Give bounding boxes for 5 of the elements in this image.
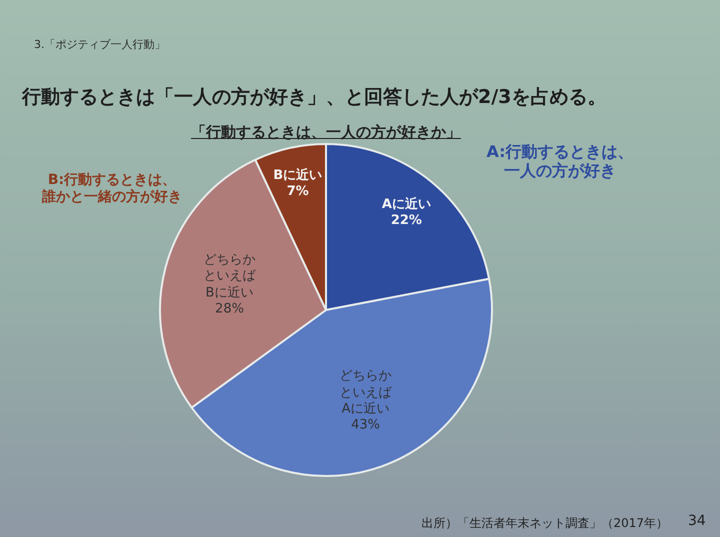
source: 出所）「生活者年末ネット調査」（2017年） [421, 516, 668, 530]
section: 3.「ポジティブ一人行動」 [34, 38, 166, 52]
subtitle: 「行動するときは、一人の方が好きか」 [191, 123, 461, 141]
title: 行動するときは「一人の方が好き」、と回答した人が2/3を占める。 [22, 86, 606, 109]
page-number: 34 [688, 513, 706, 530]
